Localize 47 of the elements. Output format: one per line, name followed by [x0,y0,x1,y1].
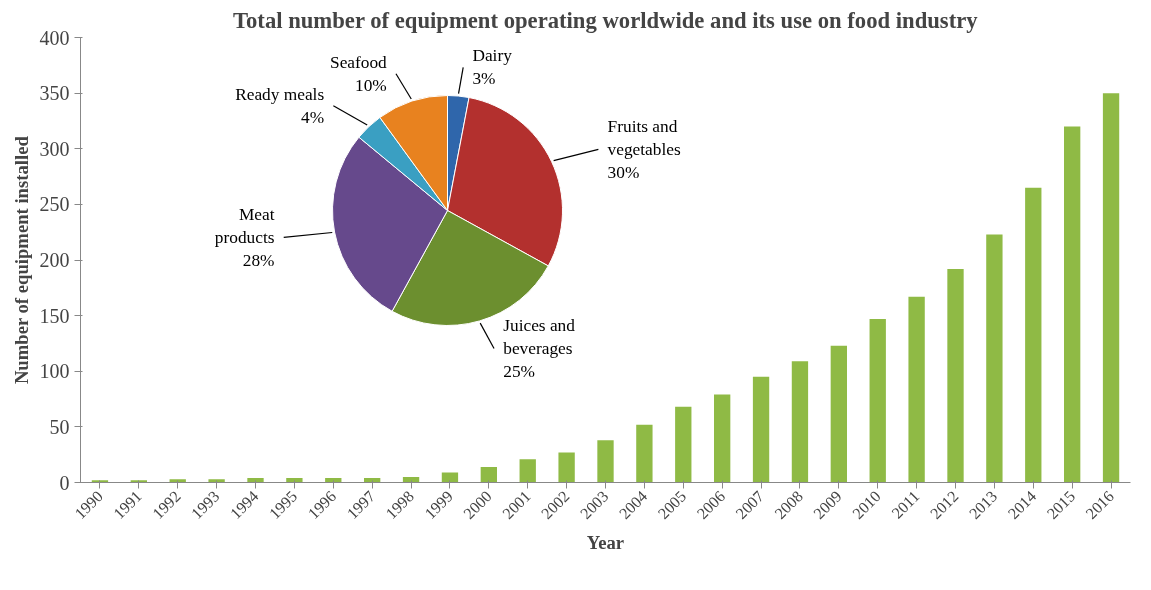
bar [597,440,614,483]
bar [1025,187,1042,483]
chart-title: Total number of equipment operating worldwide and its use on food industry [232,7,979,33]
y-tick-label: 350 [39,82,70,105]
bar [791,361,809,483]
bar [286,478,303,483]
y-tick-label: 300 [39,137,70,160]
slice-label: Ready meals [235,84,325,104]
slice-label: Dairy [472,46,513,66]
y-tick-label: 200 [39,249,70,271]
y-tick-label: 250 [39,193,70,216]
slice-label: Juices and beverages [503,316,576,359]
data-label: 25% [503,361,535,381]
bar [519,459,536,483]
y-tick-label: 400 [39,26,70,49]
bar [636,424,653,483]
bar [1102,93,1120,483]
bar [830,345,847,483]
y-tick-label: 50 [49,415,70,438]
data-label: 30% [607,162,640,182]
data-label: 28% [242,250,275,270]
y-tick-label: 100 [39,360,70,383]
slice-label: Meat products [214,205,275,247]
bar [947,268,964,483]
y-axis-title: Number of equipment installed [10,135,32,385]
slice-label: Fruits and vegetables [607,116,681,159]
bar [247,478,264,483]
bar [986,234,1003,483]
data-label: 10% [355,75,387,95]
bar [208,479,225,483]
bar [558,452,575,483]
bar [1064,126,1081,483]
slice-label: Seafood [329,52,388,72]
data-label: 3% [472,69,496,89]
bar [908,296,925,483]
bar [480,466,497,483]
y-tick-label: 0 [59,471,70,494]
x-tick-label: 2011 [888,487,923,522]
x-axis-title: Year [586,531,625,553]
bar [752,376,770,483]
x-tick-label: 1991 [110,487,145,523]
bar [675,406,692,483]
bar [714,394,731,483]
y-tick-label: 150 [39,304,70,327]
bar [869,318,886,483]
data-label: 4% [301,107,325,127]
bar [441,472,459,483]
